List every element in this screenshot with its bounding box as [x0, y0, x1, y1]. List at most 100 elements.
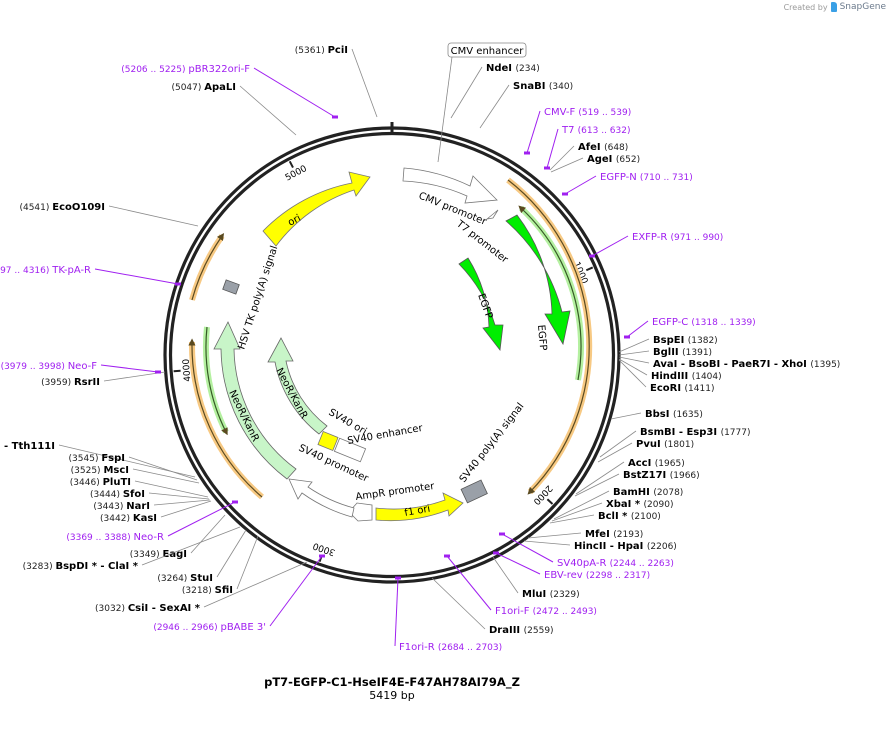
enzyme-site[interactable]: (3959) RsrII [41, 371, 166, 388]
primer-site[interactable]: F1ori-R (2684 .. 2703) [394, 576, 502, 654]
feature-label-neor-kanr-inner: NeoR/KanR [273, 366, 309, 421]
feature-neor-kanr-outer[interactable] [213, 321, 297, 480]
svg-text:(3525) MscI: (3525) MscI [71, 465, 129, 476]
primer-site[interactable]: EXFP-R (971 .. 990) [589, 232, 723, 258]
primer-site[interactable]: (2946 .. 2966) pBABE 3' [153, 554, 325, 634]
enzyme-site[interactable]: HindIII (1404) [618, 358, 722, 382]
enzyme-site[interactable]: (5047) ApaLI [171, 82, 297, 136]
feature-label-ori: ori [286, 213, 303, 229]
primer-site[interactable]: F1ori-F (2472 .. 2493) [444, 554, 597, 618]
enzyme-site[interactable]: PvuI (1801) [597, 439, 694, 463]
primer-site[interactable]: (3369 .. 3388) Neo-R [66, 500, 238, 544]
enzyme-site[interactable]: SnaBI (340) [479, 81, 573, 129]
svg-text:(3032) CsiI - SexAI *: (3032) CsiI - SexAI * [95, 603, 201, 614]
svg-text:NdeI (234): NdeI (234) [486, 63, 540, 74]
svg-text:AccI (1965): AccI (1965) [628, 458, 685, 469]
enzyme-site[interactable]: (3218) SfiI [182, 535, 259, 596]
enzyme-site[interactable]: HincII - HpaI (2206) [523, 540, 677, 552]
enzyme-site[interactable]: BspEI (1382) [618, 335, 718, 353]
enzyme-site[interactable]: (3446) PluTI [70, 477, 209, 498]
svg-text:MluI (2329): MluI (2329) [522, 589, 580, 600]
enzyme-site[interactable]: BstZ17I (1966) [574, 470, 700, 497]
feature-t7-promoter[interactable] [485, 209, 499, 220]
enzyme-site[interactable]: XbaI * (2090) [551, 499, 673, 522]
feature-label-ampr-promoter: AmpR promoter [355, 481, 436, 503]
enzyme-site[interactable]: BglII (1391) [618, 347, 712, 358]
svg-text:(2946 .. 2966) pBABE 3': (2946 .. 2966) pBABE 3' [153, 622, 266, 633]
primer-site[interactable]: (5206 .. 5225) pBR322ori-F [121, 64, 338, 119]
enzyme-site[interactable]: BclI * (2100) [549, 511, 661, 524]
enzyme-site[interactable]: (5361) PciI [295, 45, 378, 118]
feature-sv40-enhancer[interactable] [333, 437, 367, 463]
enzyme-site[interactable]: (3442) KasI [100, 500, 212, 524]
enzyme-site[interactable]: BbsI (1635) [610, 409, 703, 420]
feature-egfp-outer[interactable] [505, 214, 571, 346]
scale-tick [173, 369, 181, 373]
svg-text:F1ori-R (2684 .. 2703): F1ori-R (2684 .. 2703) [399, 642, 502, 653]
primer-site[interactable]: (3979 .. 3998) Neo-F [1, 361, 161, 374]
feature-sv40-polya[interactable] [460, 479, 488, 504]
enzyme-site[interactable]: BamHI (2078) [553, 487, 683, 520]
svg-text:T7 (613 .. 632): T7 (613 .. 632) [561, 125, 630, 136]
feature-label-neor-kanr-outer: NeoR/KanR [226, 388, 260, 443]
feature-f1-ori[interactable] [375, 492, 464, 522]
feature-sv40-ori[interactable] [317, 430, 339, 452]
svg-text:BamHI (2078): BamHI (2078) [613, 487, 683, 498]
plasmid-title-block: pT7-EGFP-C1-HseIF4E-F47AH78AI79A_Z 5419 … [0, 675, 784, 702]
svg-text:F1ori-F (2472 .. 2493): F1ori-F (2472 .. 2493) [495, 606, 597, 617]
primer-site[interactable]: (4297 .. 4316) TK-pA-R [0, 265, 181, 286]
feature-ori[interactable] [262, 171, 371, 247]
svg-text:EcoRI (1411): EcoRI (1411) [650, 383, 714, 394]
svg-text:(3349) EagI: (3349) EagI [130, 549, 187, 560]
enzyme-site[interactable]: (3444) SfoI [90, 489, 210, 500]
feature-sv40-promoter[interactable] [288, 478, 355, 518]
svg-text:HincII - HpaI (2206): HincII - HpaI (2206) [574, 541, 677, 552]
enzyme-site[interactable]: BsmBI - Esp3I (1777) [599, 427, 751, 458]
svg-text:(3443) NarI: (3443) NarI [93, 501, 150, 512]
svg-text:PvuI (1801): PvuI (1801) [636, 439, 694, 450]
enzyme-site[interactable]: NdeI (234) [450, 63, 540, 119]
svg-text:(5047) ApaLI: (5047) ApaLI [171, 82, 236, 93]
svg-text:(3442) KasI: (3442) KasI [100, 513, 157, 524]
enzyme-site[interactable]: (3443) NarI [93, 499, 211, 512]
enzyme-site[interactable]: (3349) EagI [130, 514, 226, 560]
enzyme-site[interactable]: DraIII (2559) [431, 577, 554, 636]
svg-text:BclI * (2100): BclI * (2100) [598, 511, 661, 522]
primer-site[interactable]: EBV-rev (2298 .. 2317) [493, 551, 650, 582]
feature-label-egfp-inner: EGFP [475, 292, 494, 320]
svg-text:BstZ17I (1966): BstZ17I (1966) [623, 470, 700, 481]
svg-text:DraIII (2559): DraIII (2559) [489, 625, 554, 636]
primer-site[interactable]: EGFP-N (710 .. 731) [562, 172, 693, 196]
enzyme-site[interactable]: EcoRI (1411) [618, 359, 714, 394]
primer-site[interactable]: T7 (613 .. 632) [544, 125, 630, 170]
svg-text:(3545) FspI: (3545) FspI [69, 453, 125, 464]
enzyme-site[interactable]: (3525) MscI [71, 465, 200, 484]
enzyme-site[interactable]: (4541) EcoO109I [19, 202, 199, 227]
scale-tick [546, 498, 554, 505]
primer-site[interactable]: SV40pA-R (2244 .. 2263) [499, 532, 674, 570]
svg-text:EGFP-C (1318 .. 1339): EGFP-C (1318 .. 1339) [652, 317, 756, 328]
enzyme-site[interactable]: MluI (2329) [492, 556, 580, 600]
svg-text:BbsI (1635): BbsI (1635) [645, 409, 703, 420]
enzyme-site[interactable]: AccI (1965) [575, 458, 685, 495]
enzyme-site[interactable]: AfeI (648) [549, 142, 628, 171]
enzyme-site[interactable]: (3032) CsiI - SexAI * [95, 561, 308, 614]
scale-tick-label: 5000 [284, 164, 309, 184]
enzyme-site[interactable]: (3283) BspDI * - ClaI * [23, 526, 241, 572]
primer-site[interactable]: CMV-F (519 .. 539) [524, 107, 631, 155]
primer-site[interactable]: EGFP-C (1318 .. 1339) [624, 317, 756, 339]
feature-egfp-inner[interactable] [458, 257, 504, 352]
svg-text:(3979 .. 3998) Neo-F: (3979 .. 3998) Neo-F [1, 361, 98, 372]
feature-neor-kanr-inner[interactable] [267, 337, 328, 435]
enzyme-site[interactable]: (3264) StuI [157, 529, 247, 584]
credit-brand: SnapGene [839, 2, 886, 12]
enzyme-site[interactable]: AgeI (652) [550, 154, 640, 173]
feature-ampr-promoter[interactable] [348, 502, 373, 522]
enzyme-site[interactable]: AvaI - BsoBI - PaeR7I - XhoI (1395) [618, 356, 840, 370]
enzyme-site[interactable]: MfeI (2193) [527, 529, 643, 540]
svg-text:(3444) SfoI: (3444) SfoI [90, 489, 145, 500]
feature-hsv-tk-polya[interactable] [222, 279, 240, 295]
enzyme-site[interactable]: (3545) FspI [69, 453, 198, 481]
feature-cmv-promoter[interactable] [402, 167, 498, 204]
